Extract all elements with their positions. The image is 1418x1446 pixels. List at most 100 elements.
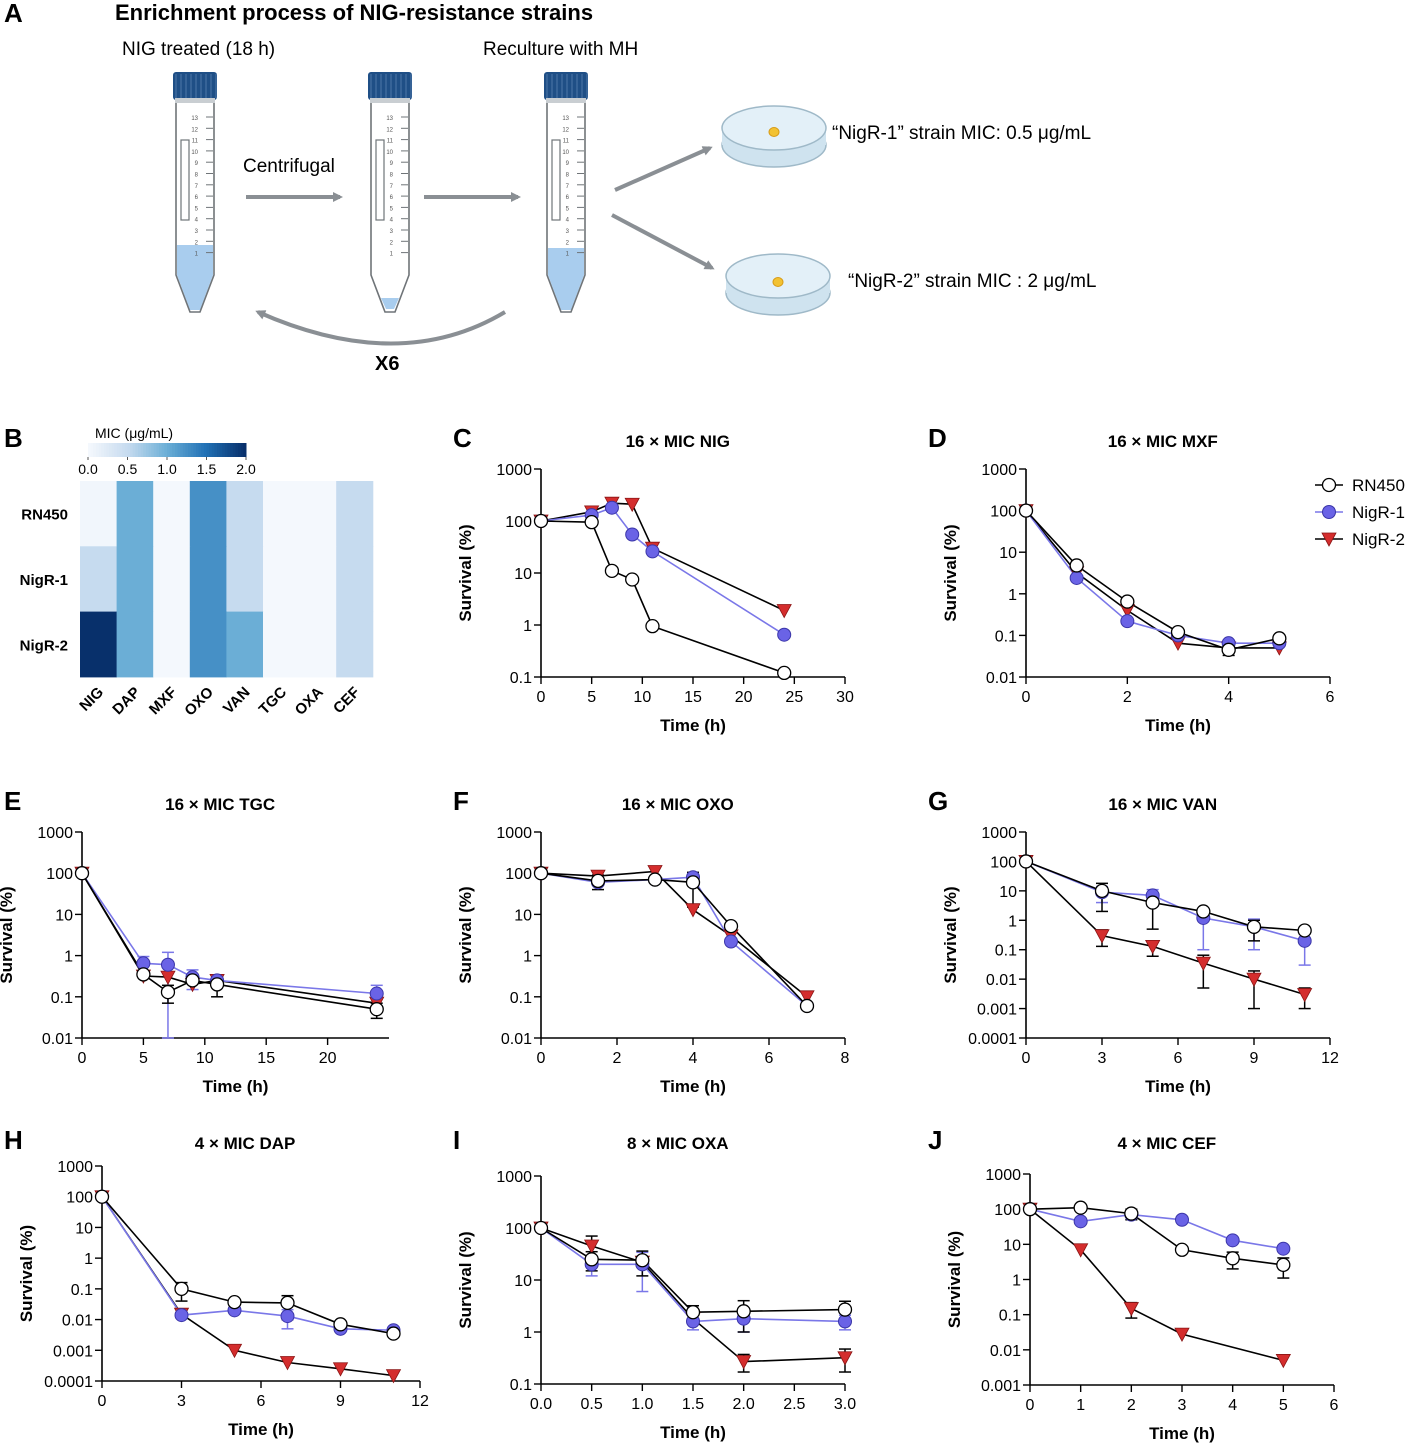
colorbar-segment [172, 443, 176, 457]
x-tick-label: 10 [196, 1050, 214, 1067]
tube-cap [544, 72, 588, 100]
colorbar-segment [138, 443, 142, 457]
colorbar-tick-label: 0.0 [78, 461, 98, 477]
x-tick-label: 4 [1228, 1397, 1237, 1414]
point-rn450 [533, 513, 549, 529]
heatmap-cell [299, 481, 337, 547]
point-rn450 [209, 977, 225, 992]
point-rn450 [647, 872, 663, 887]
y-tick-label: 1 [523, 949, 532, 966]
colorbar-segment [174, 443, 179, 457]
y-tick-label: 100 [994, 1202, 1021, 1219]
point-nigr2 [1073, 1243, 1089, 1258]
point-nigr1 [1073, 1214, 1088, 1229]
colorbar-tick-label: 1.5 [197, 461, 217, 477]
panel-label: D [928, 423, 947, 453]
x-tick-label: 20 [735, 689, 753, 706]
point-nigr2 [1094, 929, 1110, 944]
point-nigr1 [1120, 614, 1135, 629]
colorbar-segment [190, 443, 194, 457]
y-tick-label: 0.01 [986, 972, 1017, 989]
point-rn450 [1272, 631, 1287, 646]
series-line-nigr-2 [1025, 860, 1305, 996]
tube-liquid [548, 248, 584, 310]
tube-tick-label: 9 [566, 161, 570, 167]
heatmap-cell [336, 481, 374, 547]
tube-tick-label: 2 [390, 240, 394, 246]
colorbar-title: MIC (μg/mL) [95, 425, 173, 441]
heatmap-col-label: DAP [109, 684, 143, 718]
x-tick-label: 30 [836, 689, 854, 706]
x-tick-label: 0 [78, 1050, 87, 1067]
x-tick-label: 15 [684, 689, 702, 706]
y-tick-label: 1 [84, 1251, 93, 1268]
tube-tick-label: 6 [390, 195, 394, 201]
point-rn450 [280, 1295, 295, 1311]
x-tick-label: 4 [689, 1050, 698, 1067]
x-tick-label: 0 [1022, 1050, 1031, 1067]
point-nigr2 [279, 1356, 296, 1371]
legend: RN450 NigR-1 NigR-2 [1315, 476, 1405, 549]
point-rn450 [174, 1281, 189, 1297]
point-nigr1 [1225, 1233, 1240, 1248]
tube-tick-label: 5 [195, 206, 199, 212]
x-tick-label: 12 [411, 1393, 429, 1410]
tube-neck [370, 98, 410, 103]
heatmap-row-label: NigR-2 [20, 637, 68, 654]
tube-tick-label: 6 [566, 195, 570, 201]
colorbar-segment [159, 443, 163, 457]
y-tick-label: 100 [990, 854, 1017, 871]
point-nigr2 [583, 1239, 600, 1254]
point-nigr1 [724, 934, 738, 949]
y-tick-label: 1000 [37, 825, 73, 842]
colorbar-segment [235, 443, 239, 457]
point-nigr2 [799, 990, 815, 1005]
tube-neck [546, 98, 586, 103]
point-nigr2 [1123, 1302, 1139, 1317]
x-tick-label: 2 [1123, 689, 1132, 706]
point-rn450 [1018, 854, 1034, 869]
point-rn450 [1069, 558, 1084, 573]
point-rn450 [1196, 904, 1211, 919]
x-axis-label: Time (h) [1145, 1077, 1211, 1096]
series-line-nigr-1 [540, 872, 808, 1007]
colorbar-tick-label: 0.5 [118, 461, 138, 477]
x-axis-label: Time (h) [1145, 716, 1211, 735]
legend-label: NigR-2 [1352, 530, 1405, 549]
tube-tick-label: 10 [562, 150, 569, 156]
panel-j-chart: J 4 × MIC CEF 0.001 0.01 0.1 1 10 100 1000 0 1 2 3 4 5… [928, 1125, 1339, 1443]
point-rn450 [160, 984, 176, 1000]
x-axis-label: Time (h) [228, 1420, 294, 1439]
y-tick-label: 10 [999, 545, 1017, 562]
heatmap-col-label: OXA [292, 684, 327, 719]
y-tick-label: 1000 [981, 825, 1017, 842]
point-rn450 [1170, 624, 1186, 640]
x-tick-label: 3 [177, 1393, 186, 1410]
heatmap-cell [226, 611, 264, 678]
tube-tick-label: 5 [566, 206, 570, 212]
colorbar-segment [201, 443, 205, 457]
point-rn450 [1276, 1257, 1291, 1273]
colorbar-segment [151, 443, 155, 457]
x-tick-label: 0 [537, 1050, 546, 1067]
x-tick-label: 5 [587, 689, 596, 706]
point-nigr2 [1174, 1327, 1190, 1342]
falcon-tube: 13 12 11 10 9 8 7 6 5 4 3 2 1 [368, 72, 412, 313]
y-tick-label: 100 [66, 1190, 93, 1207]
tube-tick-label: 12 [562, 127, 569, 133]
heatmap-cell [153, 611, 191, 678]
colorbar-tick-label: 2.0 [236, 461, 256, 477]
tube-tick-label: 2 [195, 240, 199, 246]
series-line-nigr-1 [1025, 510, 1280, 645]
y-axis-label: Survival (%) [17, 1225, 36, 1322]
point-rn450 [723, 918, 739, 934]
point-rn450 [590, 873, 606, 889]
point-rn450 [94, 1189, 110, 1204]
x-axis-label: Time (h) [1149, 1424, 1215, 1443]
colorbar-segment [243, 443, 247, 457]
heatmap-col-label: NIG [76, 684, 107, 715]
point-nigr1 [1069, 570, 1084, 585]
tube-window [551, 139, 561, 221]
heatmap-cell [80, 546, 118, 613]
y-tick-label: 0.001 [977, 1002, 1017, 1019]
